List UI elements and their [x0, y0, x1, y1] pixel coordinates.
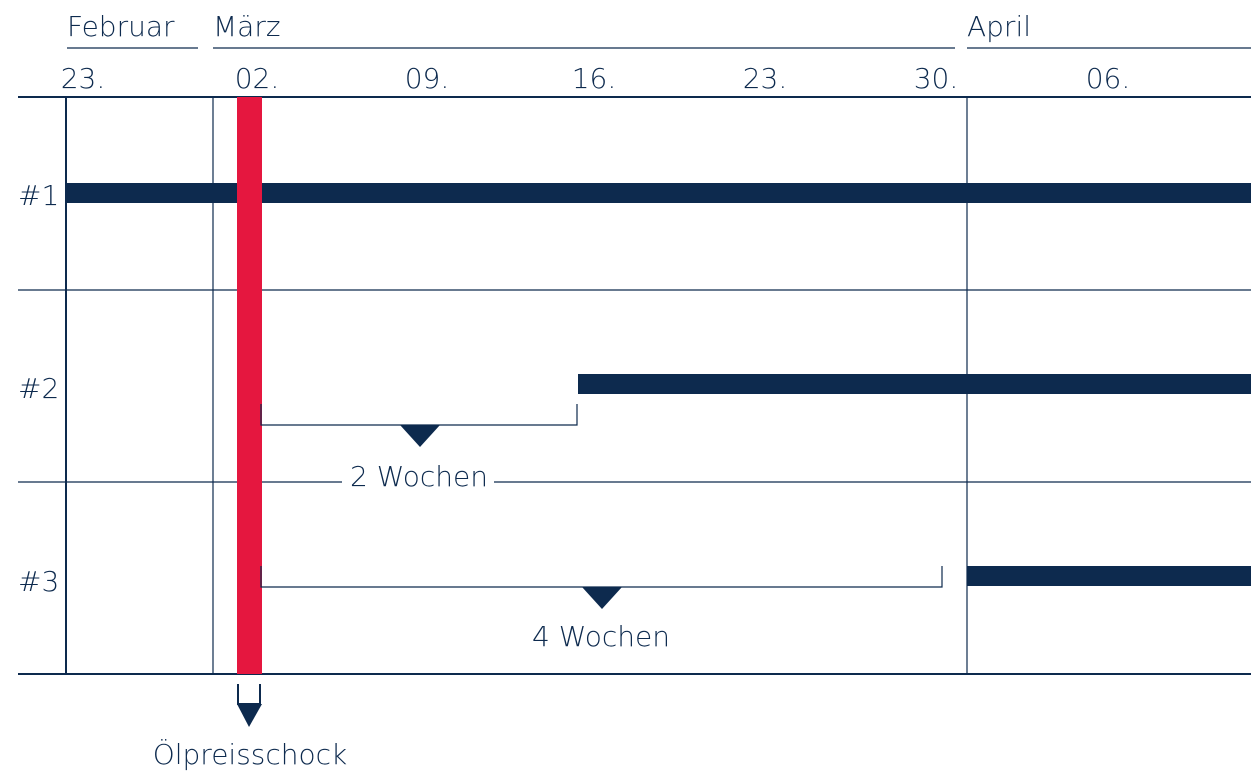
week-label: 30.	[914, 62, 959, 95]
row-label: #2	[18, 372, 59, 405]
week-label: 16.	[572, 62, 617, 95]
duration-bar	[578, 374, 1251, 394]
bracket	[260, 566, 943, 588]
week-label: 23.	[61, 62, 106, 95]
bracket	[237, 684, 261, 705]
week-label: 02.	[235, 62, 280, 95]
week-label: 09.	[405, 62, 450, 95]
week-label: 23.	[743, 62, 788, 95]
month-label: Februar	[67, 10, 175, 43]
label-background	[342, 462, 494, 498]
duration-bar	[967, 566, 1251, 586]
event-marker	[237, 97, 262, 674]
month-label: März	[213, 10, 281, 43]
row-label: #3	[18, 565, 59, 598]
month-label: April	[967, 10, 1031, 43]
bracket	[260, 404, 578, 426]
bracket-pointer	[237, 704, 262, 727]
week-label: 06.	[1086, 62, 1131, 95]
gap-label: 4 Wochen	[532, 620, 670, 653]
row-label: #1	[18, 179, 59, 212]
gap-label: 2 Wochen	[350, 460, 488, 493]
duration-bar	[67, 183, 1251, 203]
event-label: Ölpreisschock	[153, 737, 348, 771]
bracket-pointer	[400, 425, 440, 447]
bracket-pointer	[582, 587, 622, 609]
